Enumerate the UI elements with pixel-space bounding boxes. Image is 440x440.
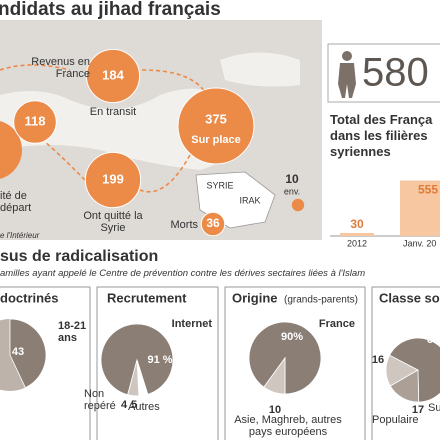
panel-title: Classe soc xyxy=(379,290,440,305)
pie-slice xyxy=(389,337,440,403)
pie-slice xyxy=(9,318,47,389)
place: SYRIE xyxy=(206,180,233,190)
icon xyxy=(338,51,356,98)
source: e l'Intérieur xyxy=(0,231,40,240)
slice-name: Su xyxy=(428,402,440,414)
slice-value: 67 xyxy=(427,334,439,346)
total-title: Total des França dans les filières syrie… xyxy=(330,112,433,159)
bubble-value: 36 xyxy=(206,216,220,230)
bubble xyxy=(200,211,226,237)
bar xyxy=(340,233,374,236)
pie-slice xyxy=(263,356,286,395)
bubble-label: Revenus en France xyxy=(31,56,90,80)
bubble-label: Morts xyxy=(170,219,199,231)
slice-value: 90% xyxy=(281,331,303,343)
slice-value: 91 % xyxy=(147,354,172,366)
section-subtitle: amilles ayant appelé le Centre de préven… xyxy=(0,268,366,279)
bubble-value: 184 xyxy=(102,67,124,82)
iraq-note: env. xyxy=(284,186,300,196)
panel-subtitle: (grands-parents) xyxy=(284,295,358,306)
total-value: 580 xyxy=(362,51,429,95)
slice-name: Non repéré xyxy=(84,388,116,412)
bar-value: 30 xyxy=(350,217,364,231)
slice-value: 4 xyxy=(121,399,128,411)
place: IRAK xyxy=(239,195,260,205)
bubble-label: Ont quitté la Syrie xyxy=(83,210,143,234)
sea xyxy=(220,52,300,87)
slice-value: 10 xyxy=(269,404,281,416)
departure-bubble xyxy=(0,121,22,179)
iraq-bubble xyxy=(291,198,305,212)
slice-value: 16 xyxy=(372,354,384,366)
iraq-value: 10 xyxy=(285,172,299,186)
bubble-value: 118 xyxy=(25,113,46,128)
bubble xyxy=(13,100,57,144)
slice-value: 43 xyxy=(12,346,24,358)
bar xyxy=(400,180,440,236)
pie-slice xyxy=(389,369,420,403)
slice-name: Asie, Maghreb, autres pays européens xyxy=(234,414,342,438)
pie-slice xyxy=(100,323,174,396)
panel-frames xyxy=(0,286,440,440)
title: ndidats au jihad français xyxy=(0,0,221,20)
panel-title: Origine xyxy=(232,290,278,305)
bar-category: 2012 xyxy=(347,238,367,248)
departure-label: ité de départ xyxy=(0,190,32,214)
panel-title: Recrutement xyxy=(107,290,187,305)
slice-name: Populaire xyxy=(372,414,419,426)
slice-name: Autres xyxy=(128,401,160,413)
bubble-value: 375 xyxy=(205,111,227,126)
arrows xyxy=(0,64,206,193)
section-title: sus de radicalisation xyxy=(0,248,159,265)
bubble-label: Sur place xyxy=(191,134,241,146)
pie-slice xyxy=(127,359,140,397)
bubble xyxy=(85,48,141,104)
panel-title: doctrinés xyxy=(0,290,59,305)
slice-name: Internet xyxy=(171,318,212,330)
total-box xyxy=(327,43,440,103)
bubble xyxy=(84,151,142,209)
bubble-value: 199 xyxy=(102,171,124,186)
bubble-label: En transit xyxy=(89,106,137,118)
slice-name: France xyxy=(318,318,355,330)
bar-value: 555 xyxy=(418,183,438,197)
slice-name: 18-21 ans xyxy=(58,320,87,344)
slice-value: 17 xyxy=(412,404,424,416)
bubble xyxy=(177,87,255,165)
slice-value: 5 xyxy=(131,399,137,411)
bar-category: Janv. 20 xyxy=(403,238,436,248)
